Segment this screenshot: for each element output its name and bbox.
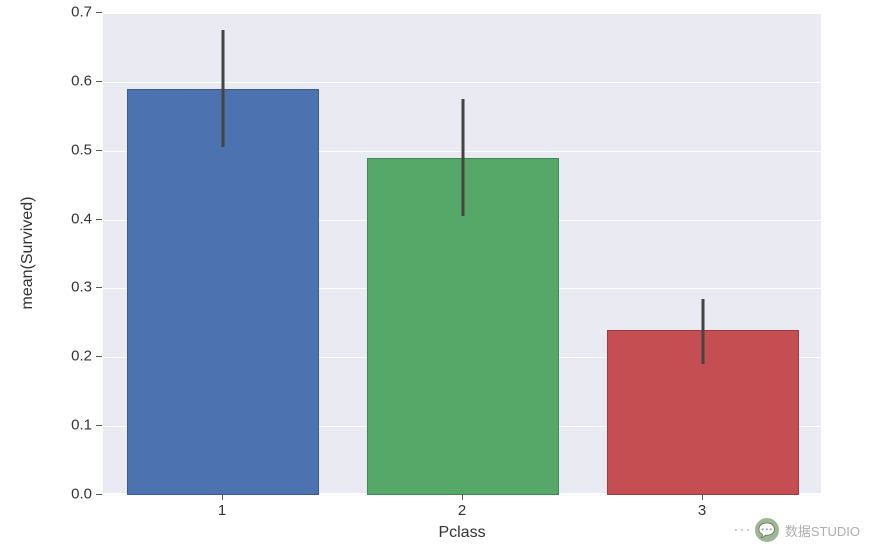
bar-chart: mean(Survived) Pclass ⋯ 💬 数据STUDIO 0.0 0.… <box>0 0 872 552</box>
y-tick-label: 0.5 <box>71 141 92 158</box>
error-bar <box>222 30 225 147</box>
y-tick <box>96 494 102 495</box>
y-tick-label: 0.3 <box>71 279 92 296</box>
x-tick <box>702 494 703 500</box>
y-tick-label: 0.7 <box>71 4 92 21</box>
chat-icon: 💬 <box>755 518 779 542</box>
error-bar <box>702 299 705 364</box>
y-tick <box>96 12 102 13</box>
watermark-dots: ⋯ <box>733 520 749 541</box>
watermark: ⋯ 💬 数据STUDIO <box>733 518 860 542</box>
y-tick <box>96 287 102 288</box>
y-tick-label: 0.4 <box>71 210 92 227</box>
y-tick-label: 0.2 <box>71 348 92 365</box>
gridline <box>103 82 821 83</box>
x-tick-label: 2 <box>458 502 466 519</box>
x-tick <box>222 494 223 500</box>
x-tick <box>462 494 463 500</box>
error-bar <box>462 99 465 216</box>
y-tick <box>96 150 102 151</box>
y-tick-label: 0.1 <box>71 417 92 434</box>
gridline <box>103 13 821 14</box>
y-tick-label: 0.0 <box>71 486 92 503</box>
y-tick <box>96 219 102 220</box>
y-tick <box>96 81 102 82</box>
bar <box>127 89 319 495</box>
x-tick-label: 3 <box>698 502 706 519</box>
y-tick-label: 0.6 <box>71 72 92 89</box>
x-tick-label: 1 <box>218 502 226 519</box>
watermark-text: 数据STUDIO <box>785 521 860 540</box>
y-axis-label: mean(Survived) <box>19 197 37 310</box>
plot-area <box>102 12 822 494</box>
y-tick <box>96 425 102 426</box>
x-axis-label: Pclass <box>438 524 485 542</box>
y-tick <box>96 356 102 357</box>
